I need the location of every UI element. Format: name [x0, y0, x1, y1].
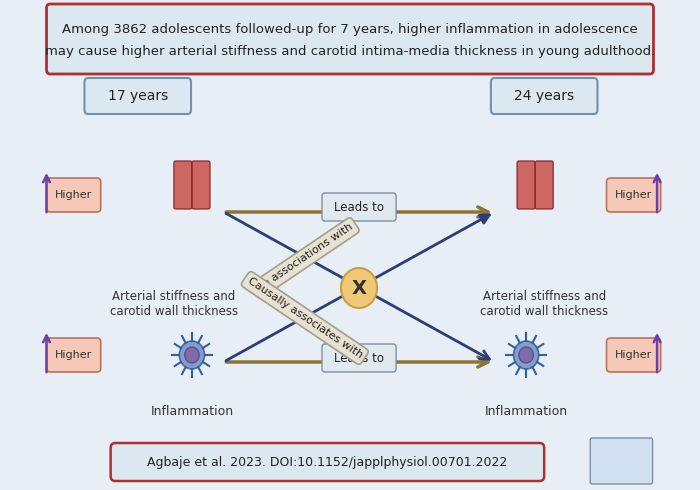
FancyBboxPatch shape	[46, 338, 101, 372]
Text: X: X	[351, 278, 367, 297]
FancyBboxPatch shape	[46, 178, 101, 212]
Text: Among 3862 adolescents followed-up for 7 years, higher inflammation in adolescen: Among 3862 adolescents followed-up for 7…	[62, 24, 638, 36]
FancyBboxPatch shape	[322, 344, 396, 372]
Text: Arterial stiffness and
carotid wall thickness: Arterial stiffness and carotid wall thic…	[480, 290, 608, 318]
Text: Leads to: Leads to	[334, 200, 384, 214]
Circle shape	[185, 347, 200, 363]
Text: Agbaje et al. 2023. DOI:10.1152/japplphysiol.00701.2022: Agbaje et al. 2023. DOI:10.1152/japplphy…	[147, 456, 508, 468]
Text: No associations with: No associations with	[255, 222, 355, 294]
Circle shape	[341, 268, 377, 308]
Text: Arterial stiffness and
carotid wall thickness: Arterial stiffness and carotid wall thic…	[110, 290, 238, 318]
FancyBboxPatch shape	[46, 4, 654, 74]
FancyBboxPatch shape	[590, 438, 652, 484]
FancyBboxPatch shape	[606, 338, 661, 372]
FancyBboxPatch shape	[85, 78, 191, 114]
Circle shape	[179, 341, 204, 369]
Text: 17 years: 17 years	[108, 89, 168, 103]
FancyBboxPatch shape	[174, 161, 192, 209]
FancyBboxPatch shape	[491, 78, 598, 114]
Text: Leads to: Leads to	[334, 351, 384, 365]
FancyBboxPatch shape	[606, 178, 661, 212]
Text: may cause higher arterial stiffness and carotid intima-media thickness in young : may cause higher arterial stiffness and …	[45, 46, 655, 58]
Text: Inflammation: Inflammation	[484, 405, 568, 418]
Circle shape	[519, 347, 533, 363]
Text: Higher: Higher	[55, 190, 92, 200]
Text: Higher: Higher	[55, 350, 92, 360]
Circle shape	[514, 341, 539, 369]
FancyBboxPatch shape	[322, 193, 396, 221]
Text: Inflammation: Inflammation	[150, 405, 234, 418]
Text: Causally associates with: Causally associates with	[246, 276, 364, 360]
Text: Higher: Higher	[615, 350, 652, 360]
FancyBboxPatch shape	[517, 161, 536, 209]
FancyBboxPatch shape	[111, 443, 544, 481]
FancyBboxPatch shape	[192, 161, 210, 209]
Text: Higher: Higher	[615, 190, 652, 200]
Text: 24 years: 24 years	[514, 89, 574, 103]
FancyBboxPatch shape	[536, 161, 553, 209]
